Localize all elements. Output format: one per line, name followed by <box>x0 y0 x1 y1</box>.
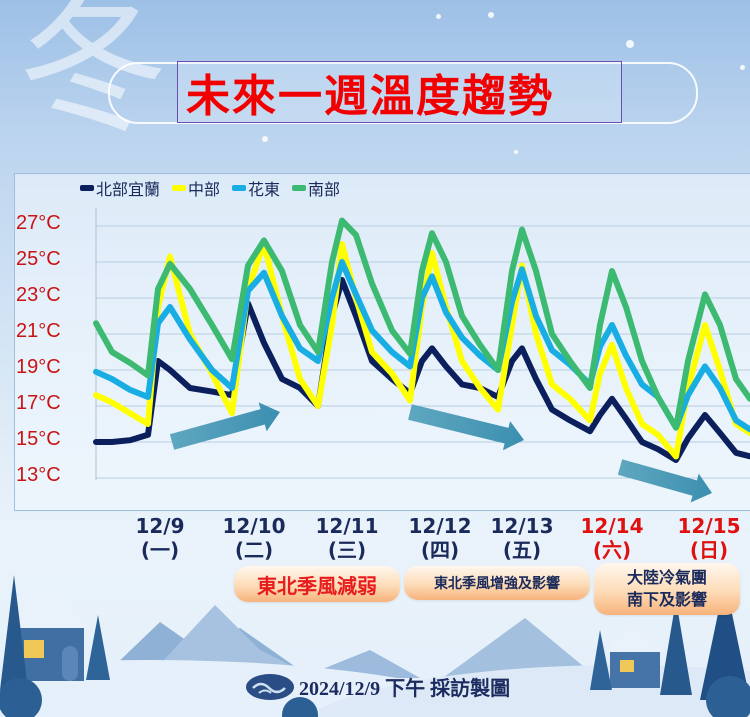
legend-item-central: 中部 <box>172 176 220 200</box>
date-label-12-9: 12/9 (一) <box>120 514 200 562</box>
page-title: 未來一週溫度趨勢 <box>186 71 554 122</box>
y-tick-label: 19°C <box>16 356 61 378</box>
legend-label: 花東 <box>248 180 281 199</box>
pine-tree <box>590 630 612 690</box>
series-line-0 <box>93 277 750 463</box>
legend-swatch <box>292 185 307 191</box>
y-tick-label: 13°C <box>16 464 61 486</box>
legend-label: 南部 <box>308 180 341 199</box>
series-lines <box>93 217 750 463</box>
annotation-text-line2: 南下及影響 <box>626 590 707 609</box>
trend-arrow-icon <box>169 402 280 450</box>
house-window <box>24 640 44 658</box>
legend-swatch <box>232 185 247 191</box>
snowflake-decoration <box>262 136 268 142</box>
bush <box>0 678 42 717</box>
date-text: 12/9 <box>135 514 185 538</box>
chart-legend: 北部宜蘭 中部 花東 南部 <box>80 176 340 200</box>
date-text: 12/11 <box>315 514 379 538</box>
weekday-text: (日) <box>689 538 729 562</box>
legend-swatch <box>172 185 187 191</box>
trend-arrows <box>169 402 712 503</box>
date-label-12-15: 12/15 (日) <box>669 514 749 562</box>
winter-character-watermark: 冬 <box>18 0 169 154</box>
y-tick-label: 23°C <box>16 284 61 306</box>
y-tick-label: 27°C <box>16 212 61 234</box>
house-right <box>610 650 660 688</box>
footer-credit: 2024/12/9 下午 採訪製圖 <box>299 678 511 700</box>
house-window <box>620 660 634 672</box>
annotation-ne-monsoon-weakening: 東北季風減弱 <box>234 566 400 602</box>
date-text: 12/15 <box>677 514 741 538</box>
snowflake-decoration <box>488 12 494 18</box>
house-roof <box>604 622 666 652</box>
weekday-text: (四) <box>420 538 460 562</box>
legend-label: 中部 <box>188 180 221 199</box>
pine-tree <box>0 575 28 690</box>
weekday-text: (五) <box>502 538 542 562</box>
annotation-ne-monsoon-strengthening: 東北季風增強及影響 <box>404 566 590 600</box>
annotation-text: 東北季風減弱 <box>257 573 377 598</box>
date-label-12-11: 12/11 (三) <box>307 514 387 562</box>
bush <box>282 697 318 717</box>
date-label-12-14: 12/14 (六) <box>572 514 652 562</box>
annotation-text: 東北季風增強及影響 <box>434 576 560 592</box>
y-tick-label: 25°C <box>16 248 61 270</box>
weekday-text: (一) <box>140 538 180 562</box>
date-text: 12/14 <box>580 514 644 538</box>
date-label-12-13: 12/13 (五) <box>482 514 562 562</box>
legend-label: 北部宜蘭 <box>96 180 161 199</box>
title-pill-outline <box>108 62 698 124</box>
series-line-2 <box>93 259 750 433</box>
snowflake-decoration <box>740 65 745 70</box>
legend-swatch <box>80 185 94 191</box>
date-label-12-10: 12/10 (二) <box>214 514 294 562</box>
trend-arrow-icon <box>408 404 524 451</box>
house-door <box>62 646 78 681</box>
date-text: 12/10 <box>222 514 286 538</box>
y-tick-label: 17°C <box>16 392 61 414</box>
series-line-3 <box>93 217 750 431</box>
trend-arrow-icon <box>617 459 712 503</box>
legend-item-north: 北部宜蘭 <box>80 176 160 200</box>
pine-tree <box>660 600 692 695</box>
annotation-text-line1: 大陸冷氣團 <box>626 568 707 587</box>
y-tick-label: 15°C <box>16 428 61 450</box>
cloud-logo-icon <box>246 673 294 700</box>
pine-tree <box>86 615 110 680</box>
weekday-text: (二) <box>234 538 274 562</box>
snowflake-decoration <box>626 40 634 48</box>
title-box: 未來一週溫度趨勢 <box>177 61 622 123</box>
snowflake-decoration <box>436 14 441 19</box>
bush <box>706 676 750 717</box>
annotation-cold-air-mass: 大陸冷氣團 南下及影響 <box>594 563 740 615</box>
date-text: 12/13 <box>490 514 554 538</box>
date-text: 12/12 <box>408 514 472 538</box>
date-label-12-12: 12/12 (四) <box>400 514 480 562</box>
y-tick-label: 21°C <box>16 320 61 342</box>
mountain-shape <box>440 618 600 680</box>
weekday-text: (三) <box>327 538 367 562</box>
pine-tree <box>700 580 750 700</box>
footer: 2024/12/9 下午 採訪製圖 <box>245 672 510 701</box>
weekday-text: (六) <box>592 538 632 562</box>
house-roof <box>8 582 90 628</box>
legend-item-east: 花東 <box>232 176 280 200</box>
legend-item-south: 南部 <box>292 176 340 200</box>
snowflake-decoration <box>514 150 518 154</box>
mountain-shape <box>150 605 310 675</box>
